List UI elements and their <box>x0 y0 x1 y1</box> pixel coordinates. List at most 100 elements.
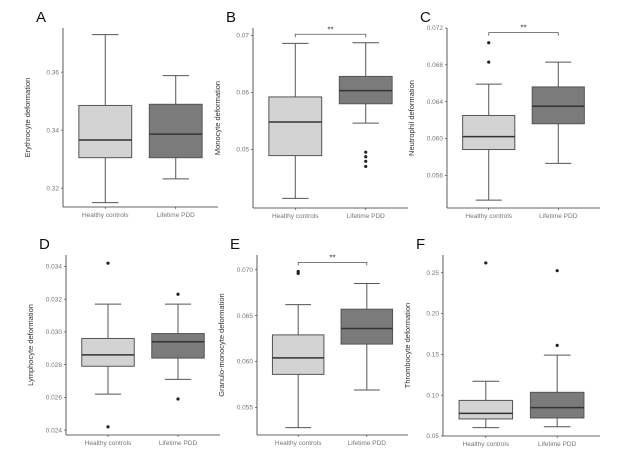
y-tick-label: 0.034 <box>46 264 63 271</box>
outlier-point <box>106 261 110 265</box>
box-lifetime-pdd <box>340 282 394 391</box>
y-tick-label: 0.064 <box>427 99 444 106</box>
x-tick-label: Healthy controls <box>275 440 322 447</box>
y-tick-label: 0.024 <box>46 427 63 434</box>
box-lifetime-pdd <box>151 292 205 401</box>
x-tick-label: Healthy controls <box>465 213 512 220</box>
y-tick-label: 0.32 <box>46 185 59 192</box>
iqr-box <box>268 96 323 157</box>
y-tick-label: 0.030 <box>46 329 63 336</box>
y-tick-label: 0.36 <box>46 69 59 76</box>
x-tick-label: Healthy controls <box>463 441 510 448</box>
x-tick-label: Healthy controls <box>272 213 319 220</box>
y-axis-label: Erythrocyte deformation <box>23 78 32 158</box>
y-axis-label: Monocyte deformation <box>213 81 222 155</box>
significance-bracket <box>294 33 367 38</box>
panel-f: F Thrombocyte deformation 0.05 0.10 0.15 0.20… <box>403 236 600 448</box>
y-tick-label: 0.056 <box>427 173 444 180</box>
significance-label: ** <box>520 24 526 33</box>
x-tick-label: Healthy controls <box>85 440 132 447</box>
iqr-box <box>531 86 585 125</box>
panel-label: D <box>39 236 50 253</box>
box-healthy-controls <box>462 41 516 201</box>
y-tick-label: 0.026 <box>46 395 63 402</box>
y-tick-label: 0.070 <box>237 267 254 274</box>
significance-label: ** <box>329 253 335 262</box>
y-axis-label: Thrombocyte deformation <box>403 303 412 388</box>
y-tick-label: 0.10 <box>426 392 439 399</box>
iqr-box <box>151 333 205 359</box>
outlier-point <box>487 41 491 45</box>
outlier-point <box>364 164 368 169</box>
panel-label: A <box>36 9 46 26</box>
panel-label: C <box>420 9 431 26</box>
panel-label: E <box>230 236 240 253</box>
y-tick-label: 0.06 <box>236 90 249 97</box>
panel-b: B Monocyte deformation 0.05 0.06 0.07 Healthy… <box>213 9 408 220</box>
y-tick-label: 0.15 <box>426 352 439 359</box>
panel-label: B <box>226 9 236 26</box>
box-lifetime-pdd <box>338 42 393 169</box>
panel-d: D Lymphocyte deformation 0.024 0.026 0.028 0.… <box>26 236 220 447</box>
y-tick-label: 0.20 <box>426 311 439 318</box>
outlier-point <box>176 292 180 296</box>
significance-bracket <box>488 32 559 36</box>
box-lifetime-pdd <box>531 61 585 164</box>
y-tick-label: 0.05 <box>426 433 439 440</box>
panel-label: F <box>416 236 425 253</box>
box-healthy-controls <box>78 34 133 204</box>
outlier-point <box>296 271 300 275</box>
box-lifetime-pdd <box>529 269 585 428</box>
y-tick-label: 0.07 <box>236 33 249 40</box>
iqr-box <box>462 114 516 151</box>
y-tick-label: 0.05 <box>236 147 249 154</box>
outlier-point <box>364 155 368 159</box>
outlier-point <box>555 343 559 347</box>
box-healthy-controls <box>458 261 514 429</box>
y-axis-label: Lymphocyte deformation <box>26 304 35 386</box>
y-tick-label: 0.34 <box>46 127 59 134</box>
y-tick-label: 0.068 <box>427 62 444 69</box>
y-axis-label: Neutrophil deformation <box>407 80 416 156</box>
iqr-box <box>340 308 394 345</box>
y-axis-label: Granulo-monocyte deformation <box>217 293 226 396</box>
box-healthy-controls <box>81 261 135 429</box>
iqr-box <box>148 103 203 159</box>
panel-a: A Erythrocyte deformation 0.32 0.34 0.36 Heal… <box>23 9 218 219</box>
outlier-point <box>487 60 491 64</box>
x-tick-label: Lifetime PDD <box>348 440 387 447</box>
y-tick-label: 0.032 <box>46 296 63 303</box>
significance-bracket <box>297 261 368 266</box>
significance-label: ** <box>327 25 333 34</box>
panel-c: C Neutrophil deformation 0.056 0.060 0.064 0.… <box>407 9 600 220</box>
y-tick-label: 0.25 <box>426 270 439 277</box>
x-tick-label: Lifetime PDD <box>159 440 198 447</box>
y-tick-label: 0.072 <box>427 25 444 32</box>
x-tick-label: Healthy controls <box>82 212 129 219</box>
iqr-box <box>78 104 133 159</box>
outlier-point <box>364 159 368 163</box>
outlier-point <box>484 261 488 265</box>
outlier-point <box>555 269 559 273</box>
y-tick-label: 0.028 <box>46 362 63 369</box>
iqr-box <box>458 399 514 420</box>
box-lifetime-pdd <box>148 75 203 180</box>
iqr-box <box>529 391 585 419</box>
y-tick-label: 0.060 <box>237 359 254 366</box>
iqr-box <box>271 334 325 375</box>
x-tick-label: Lifetime PDD <box>538 441 577 448</box>
x-tick-label: Lifetime PDD <box>347 213 386 220</box>
y-tick-label: 0.065 <box>237 313 254 320</box>
y-tick-label: 0.055 <box>237 405 254 412</box>
outlier-point <box>364 150 368 154</box>
iqr-box <box>81 337 135 367</box>
outlier-point <box>176 397 180 401</box>
outlier-point <box>106 425 110 429</box>
x-tick-label: Lifetime PDD <box>157 212 196 219</box>
x-tick-label: Lifetime PDD <box>539 213 578 220</box>
box-healthy-controls <box>271 269 325 429</box>
y-tick-label: 0.060 <box>427 136 444 143</box>
panel-e: E Granulo-monocyte deformation 0.055 0.060 0… <box>217 236 408 447</box>
box-healthy-controls <box>268 42 323 199</box>
